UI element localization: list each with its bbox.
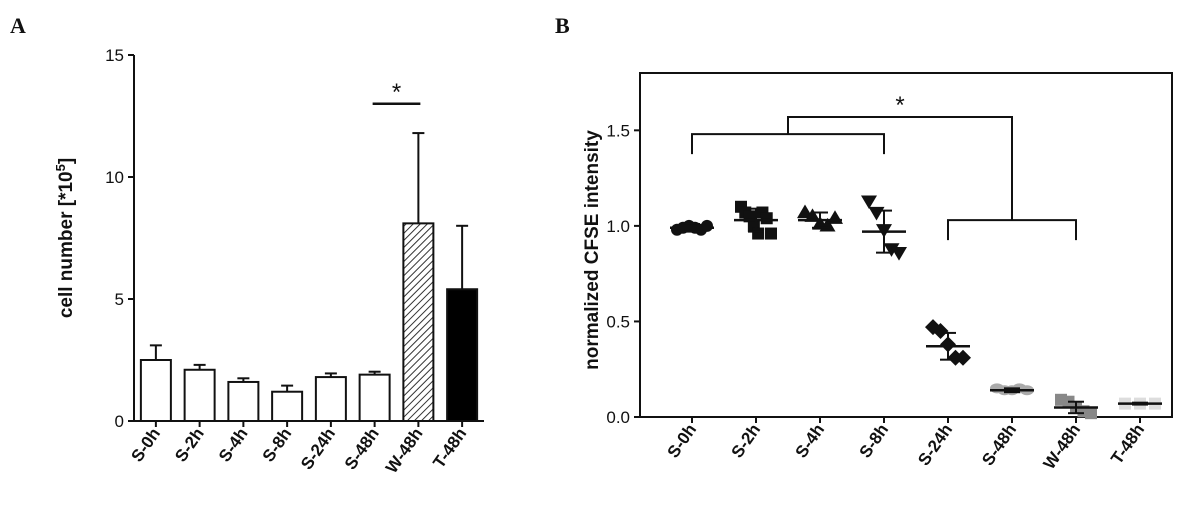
bar-W-48h xyxy=(402,222,435,422)
point-S-2h xyxy=(760,212,773,225)
x-tick-label-b: T-48h xyxy=(1107,420,1148,467)
x-tick-label-a: S-48h xyxy=(341,424,383,473)
x-tick-label-b: W-48h xyxy=(1040,420,1085,472)
x-tick-label-a: S-2h xyxy=(171,424,208,465)
x-tick-label-b: S-4h xyxy=(792,420,829,461)
bar-S-48h xyxy=(358,373,391,423)
x-tick-label-a: S-0h xyxy=(127,424,164,465)
point-S-8h xyxy=(868,206,885,221)
point-W-48h xyxy=(1085,407,1097,420)
point-S-2h xyxy=(765,227,777,240)
bracket-group1 xyxy=(691,133,885,155)
point-S-8h xyxy=(861,195,877,210)
panel-a-letter: A xyxy=(10,13,26,38)
x-tick-label-a: S-4h xyxy=(215,424,252,465)
x-tick-label-b: S-24h xyxy=(914,420,956,469)
y-tick-label-a: 15 xyxy=(105,46,124,65)
plot-frame-b xyxy=(639,72,1173,418)
significance-star-b: * xyxy=(895,92,904,119)
y-tick-label-a: 0 xyxy=(115,412,124,431)
point-S-24h xyxy=(932,323,949,339)
x-tick-label-b: S-8h xyxy=(856,420,893,461)
bar-S-24h xyxy=(314,376,347,422)
y-axis-label-a: cell number [*105] xyxy=(53,158,78,318)
point-S-4h xyxy=(804,208,821,222)
point-S-8h xyxy=(891,247,907,261)
point-S-2h xyxy=(752,227,765,240)
y-tick-label-b: 0.0 xyxy=(606,408,630,427)
x-tick-label-b: S-0h xyxy=(664,420,701,461)
panel-b-letter: B xyxy=(555,13,570,38)
bracket-group2 xyxy=(947,219,1077,241)
x-tick-label-b: S-2h xyxy=(728,420,765,461)
x-tick-label-a: W-48h xyxy=(382,424,427,476)
y-tick-label-a: 10 xyxy=(105,168,124,187)
bracket-top xyxy=(787,115,1013,221)
x-tick-label-a: S-24h xyxy=(297,424,339,473)
point-S-0h xyxy=(701,219,713,232)
x-tick-label-a: S-8h xyxy=(259,424,296,465)
bar-T-48h xyxy=(446,288,479,422)
y-axis-label-b: normalized CFSE intensity xyxy=(582,130,603,370)
point-S-8h xyxy=(883,243,900,257)
point-S-4h xyxy=(827,210,843,224)
x-tick-label-a: T-48h xyxy=(429,424,470,471)
x-tick-label-b: S-48h xyxy=(978,420,1020,469)
y-tick-label-b: 0.5 xyxy=(606,312,630,331)
y-tick-label-a: 5 xyxy=(115,290,124,309)
point-S-24h xyxy=(955,349,971,366)
bar-S-0h xyxy=(139,359,172,422)
bar-chart-cell-number: 0 5 10 15 cell number [*105] S-0h S-2h S-4h S-8h… xyxy=(53,46,484,477)
y-tick-label-b: 1.0 xyxy=(606,217,630,236)
bar-S-8h xyxy=(271,390,304,423)
bar-S-4h xyxy=(227,380,260,422)
y-tick-label-b: 1.5 xyxy=(606,121,630,140)
significance-star-a: * xyxy=(392,79,401,106)
bar-S-2h xyxy=(183,368,216,423)
